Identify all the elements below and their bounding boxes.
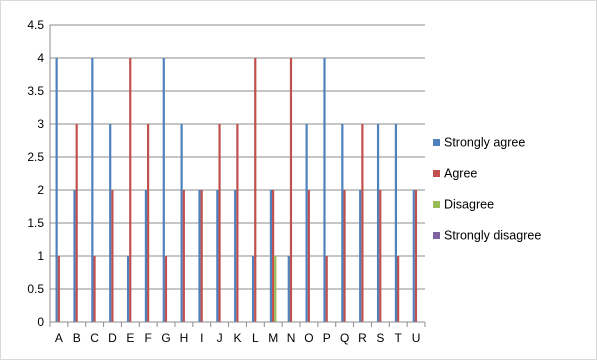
legend-label: Disagree bbox=[444, 198, 494, 212]
y-tick-label: 2.5 bbox=[27, 150, 44, 164]
bar bbox=[216, 190, 219, 322]
bar bbox=[379, 190, 382, 322]
bar bbox=[272, 190, 275, 322]
x-tick-label: D bbox=[108, 331, 117, 345]
bar bbox=[359, 190, 362, 322]
bar bbox=[394, 124, 398, 322]
bar bbox=[323, 58, 326, 322]
y-tick-label: 0.5 bbox=[27, 282, 44, 296]
bar bbox=[414, 190, 418, 322]
x-tick-label: P bbox=[323, 331, 331, 345]
bar bbox=[251, 256, 255, 322]
x-tick-label: J bbox=[217, 331, 223, 345]
x-tick-label: U bbox=[412, 331, 421, 345]
bar bbox=[287, 256, 290, 322]
x-tick-label: O bbox=[304, 331, 313, 345]
bar bbox=[234, 190, 237, 322]
x-tick-label: T bbox=[395, 331, 403, 345]
y-tick-label: 0 bbox=[37, 315, 44, 329]
y-tick-label: 4 bbox=[37, 51, 44, 65]
bar bbox=[91, 58, 94, 322]
bar bbox=[57, 256, 60, 322]
legend-label: Strongly disagree bbox=[444, 229, 541, 243]
bar bbox=[376, 124, 380, 322]
bar bbox=[200, 190, 203, 322]
x-tick-label: M bbox=[268, 331, 278, 345]
bar bbox=[147, 124, 150, 322]
bar bbox=[198, 190, 201, 322]
legend-swatch bbox=[433, 170, 440, 177]
x-tick-label: C bbox=[90, 331, 99, 345]
y-tick-label: 3 bbox=[37, 117, 44, 131]
bar bbox=[361, 124, 364, 322]
x-tick-label: G bbox=[161, 331, 170, 345]
x-tick-label: A bbox=[55, 331, 63, 345]
x-tick-label: F bbox=[145, 331, 152, 345]
bar bbox=[343, 190, 346, 322]
bar bbox=[182, 190, 185, 322]
bar bbox=[55, 58, 58, 322]
bar bbox=[218, 124, 221, 322]
y-tick-label: 3.5 bbox=[27, 84, 44, 98]
legend: Strongly agree Agree Disagree Strongly disa… bbox=[433, 136, 541, 243]
y-tick-labels: 0 0.5 1 1.5 2 2.5 3 3.5 4 4.5 bbox=[27, 18, 44, 329]
bar bbox=[269, 190, 273, 322]
bar bbox=[305, 124, 308, 322]
legend-label: Strongly agree bbox=[444, 136, 525, 150]
bar bbox=[397, 256, 400, 322]
legend-label: Agree bbox=[444, 167, 477, 181]
y-tick-label: 4.5 bbox=[27, 18, 44, 32]
bar bbox=[109, 124, 112, 322]
bar bbox=[325, 256, 328, 322]
bar bbox=[75, 124, 78, 322]
x-tick-label: K bbox=[233, 331, 241, 345]
bar bbox=[341, 124, 344, 322]
legend-swatch bbox=[433, 201, 440, 208]
bar bbox=[180, 124, 183, 322]
bars bbox=[55, 58, 418, 322]
x-tick-label: Q bbox=[340, 331, 349, 345]
x-tick-label: N bbox=[287, 331, 296, 345]
y-tick-label: 1 bbox=[37, 249, 44, 263]
legend-swatch bbox=[433, 139, 440, 146]
bar bbox=[254, 58, 257, 322]
x-tick-label: R bbox=[358, 331, 367, 345]
x-tick-label: I bbox=[200, 331, 203, 345]
axes bbox=[49, 25, 426, 327]
bar bbox=[164, 256, 168, 322]
legend-swatch bbox=[433, 232, 440, 239]
bar bbox=[73, 190, 76, 322]
bar bbox=[126, 256, 130, 322]
x-tick-label: L bbox=[252, 331, 259, 345]
bar bbox=[93, 256, 96, 322]
y-tick-label: 2 bbox=[37, 183, 44, 197]
x-tick-label: S bbox=[376, 331, 384, 345]
bar bbox=[236, 124, 239, 322]
bar bbox=[129, 58, 132, 322]
bar bbox=[111, 190, 114, 322]
x-tick-label: E bbox=[126, 331, 134, 345]
x-tick-label: H bbox=[180, 331, 189, 345]
bar bbox=[412, 190, 415, 322]
bar bbox=[144, 190, 148, 322]
bar bbox=[289, 58, 293, 322]
bar bbox=[162, 58, 165, 322]
x-tick-label: B bbox=[73, 331, 81, 345]
bar bbox=[274, 256, 277, 322]
bar bbox=[307, 190, 310, 322]
y-tick-label: 1.5 bbox=[27, 216, 44, 230]
